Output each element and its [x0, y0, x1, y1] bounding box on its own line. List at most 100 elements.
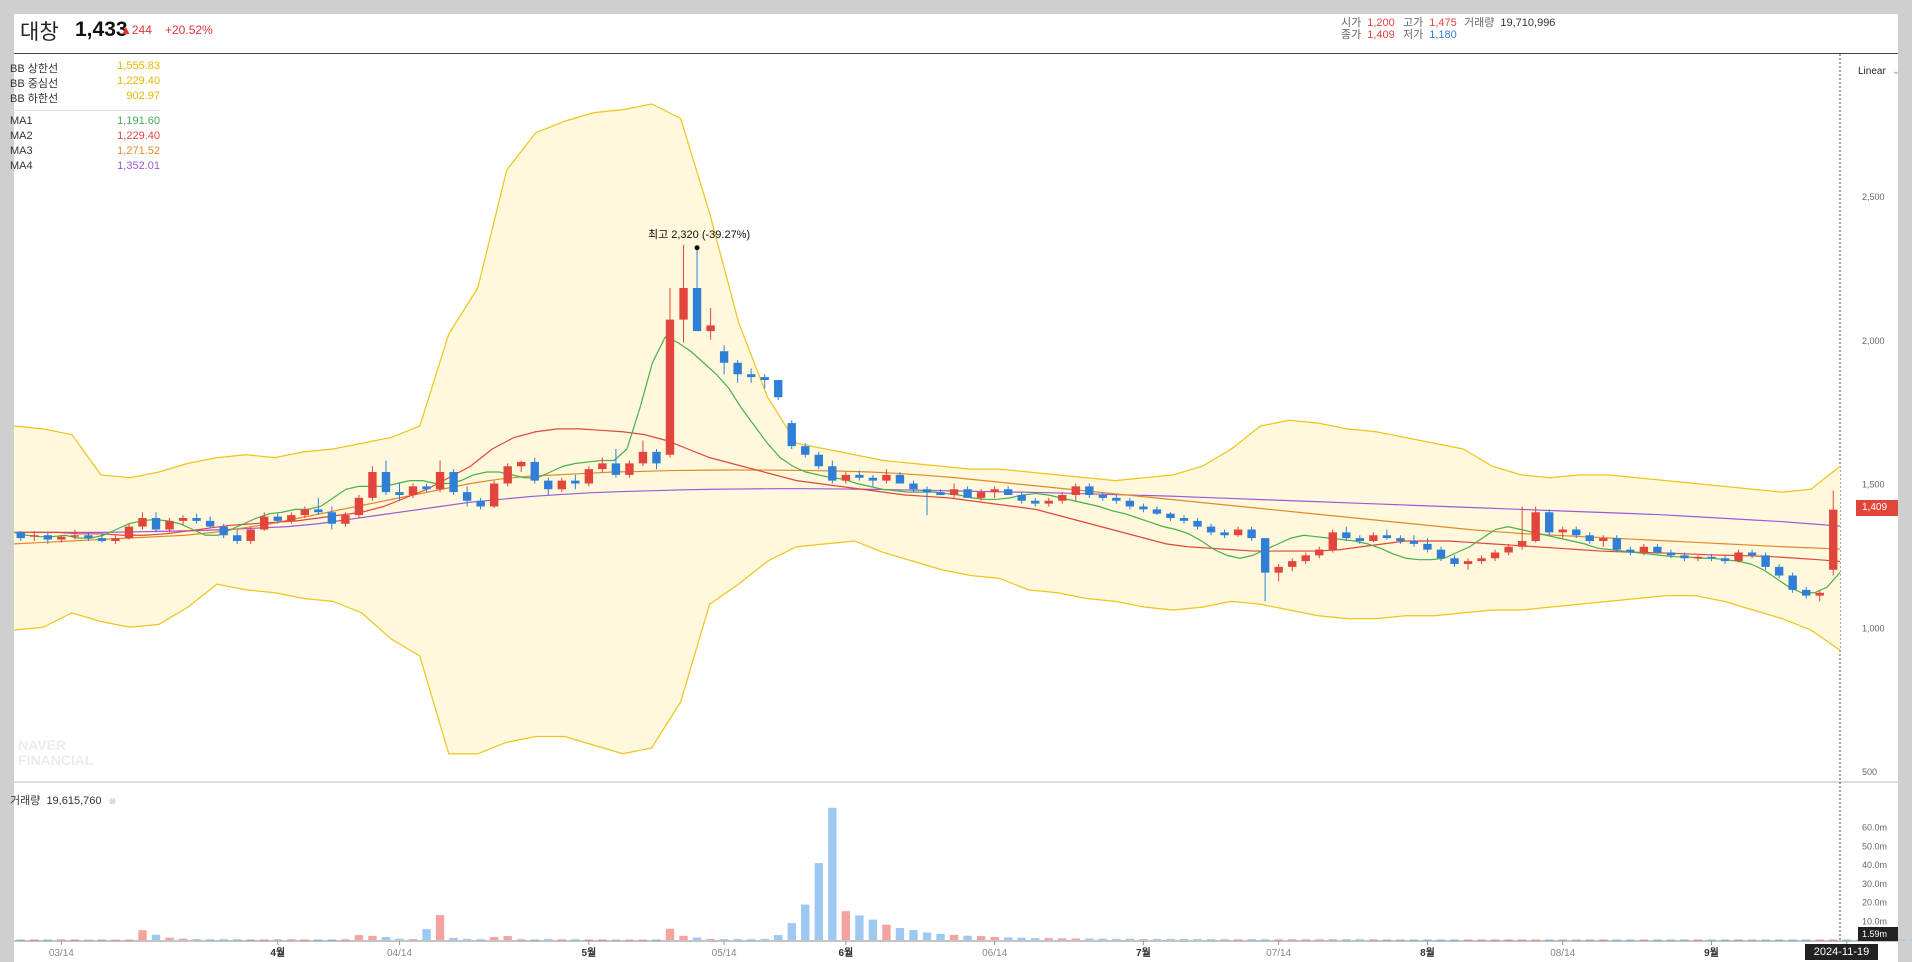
candle-body — [1544, 512, 1554, 533]
volume-bar — [1179, 938, 1189, 940]
volume-bar — [1071, 938, 1080, 940]
scale-toggle-button[interactable]: Linear ⌄ — [1858, 66, 1901, 77]
volume-bar — [719, 939, 729, 941]
volume-bar — [882, 924, 891, 940]
volume-tick-label: 50.0m — [1862, 841, 1887, 851]
volume-tick-label: 30.0m — [1862, 879, 1887, 889]
volume-bar — [814, 863, 823, 940]
candle-body — [638, 451, 648, 464]
volume-bar — [1544, 939, 1554, 941]
candle-body — [165, 520, 174, 530]
volume-bar — [936, 934, 945, 940]
candle-body — [1274, 566, 1283, 573]
volume-bar — [57, 939, 66, 941]
volume-bar — [774, 935, 783, 940]
candle-body — [16, 532, 25, 539]
stock-name: 대창 — [20, 21, 59, 44]
volume-bar — [1747, 939, 1757, 941]
volume-bar — [1585, 939, 1594, 941]
volume-bar — [1572, 939, 1581, 941]
candle-body — [178, 518, 188, 521]
candle-body — [611, 463, 621, 475]
candle-body — [1058, 495, 1067, 501]
volume-bar — [30, 939, 39, 941]
volume-bar — [97, 939, 107, 941]
candle-body — [949, 489, 959, 495]
volume-bar — [1707, 939, 1716, 941]
candle-body — [1734, 552, 1743, 562]
volume-tick-label: 60.0m — [1862, 823, 1887, 833]
volume-bar — [679, 935, 688, 940]
volume-bar — [70, 939, 80, 941]
volume-bar — [1139, 939, 1148, 941]
candle-body — [814, 454, 823, 467]
candle-body — [1653, 546, 1662, 553]
volume-bar — [1693, 939, 1703, 941]
volume-bar — [1517, 939, 1527, 941]
volume-bar — [192, 939, 201, 941]
max-annotation: 최고 2,320 (-39.27%) — [648, 228, 750, 241]
candle-body — [963, 489, 972, 498]
volume-bar — [530, 939, 539, 941]
candle-body — [57, 536, 66, 540]
last-volume-tag: 1.59m — [1858, 927, 1898, 941]
candle-body — [1707, 556, 1716, 559]
price-tick-label: 1,500 — [1862, 480, 1885, 490]
volume-bar — [1031, 938, 1040, 940]
volume-bar — [544, 938, 553, 940]
price-tick-label: 2,000 — [1862, 336, 1885, 346]
volume-bar — [611, 939, 621, 941]
candle-body — [584, 469, 594, 484]
volume-bar — [1477, 939, 1486, 941]
volume-bar — [746, 939, 756, 941]
volume-bar — [625, 939, 634, 941]
candle-body — [300, 509, 310, 516]
candle-body — [232, 535, 242, 541]
ma2-legend: MA2 1,229.40 — [10, 130, 160, 142]
volume-bar — [1044, 938, 1053, 940]
volume-bar — [1220, 939, 1229, 941]
volume-bar — [1612, 939, 1622, 941]
indicator-legend: BB 상한선 1,555.83 BB 중심선 1,229.40 BB 하한선 902.… — [10, 60, 160, 175]
candle-body — [205, 520, 215, 527]
candle-body — [1342, 532, 1351, 539]
close-price: 종가 1,409 — [1341, 29, 1395, 41]
candle-body — [476, 500, 485, 507]
x-tick-label: 06/14 — [982, 948, 1007, 959]
volume-bar — [178, 938, 188, 940]
candle-body — [314, 509, 323, 513]
volume-bar — [1301, 939, 1310, 941]
candle-body — [828, 466, 837, 481]
candle-body — [1666, 552, 1676, 556]
ma4-legend: MA4 1,352.01 — [10, 160, 160, 172]
volume-bar — [354, 935, 364, 940]
price-tick-label: 2,500 — [1862, 192, 1885, 202]
volume-bar — [1409, 939, 1419, 941]
volume-bar — [1463, 939, 1473, 941]
x-tick-label: 05/14 — [712, 948, 737, 959]
candle-body — [1193, 520, 1202, 527]
crosshair-date: 2024-11-19 — [1805, 944, 1878, 960]
volume-bar — [476, 939, 485, 941]
volume-bar — [1423, 939, 1432, 941]
candle-body — [1801, 589, 1811, 596]
volume-value: 거래량 19,710,996 — [1464, 17, 1556, 29]
volume-bar — [733, 939, 742, 941]
close-icon[interactable]: ⊗ — [108, 796, 117, 806]
candle-body — [882, 474, 891, 481]
volume-tick-label: 20.0m — [1862, 898, 1887, 908]
candle-body — [1355, 538, 1365, 541]
volume-bar — [489, 937, 499, 940]
candle-body — [1396, 538, 1405, 541]
candle-body — [1788, 575, 1797, 590]
ma1-legend: MA1 1,191.60 — [10, 115, 160, 127]
volume-bar — [165, 937, 174, 940]
volume-bar — [462, 938, 472, 940]
candle-body — [219, 526, 228, 536]
volume-bar — [1206, 939, 1216, 941]
max-point-marker — [694, 245, 700, 251]
volume-bar — [1288, 939, 1297, 941]
x-tick-label: 07/14 — [1266, 948, 1291, 959]
price-change: ▲244 — [120, 23, 152, 37]
